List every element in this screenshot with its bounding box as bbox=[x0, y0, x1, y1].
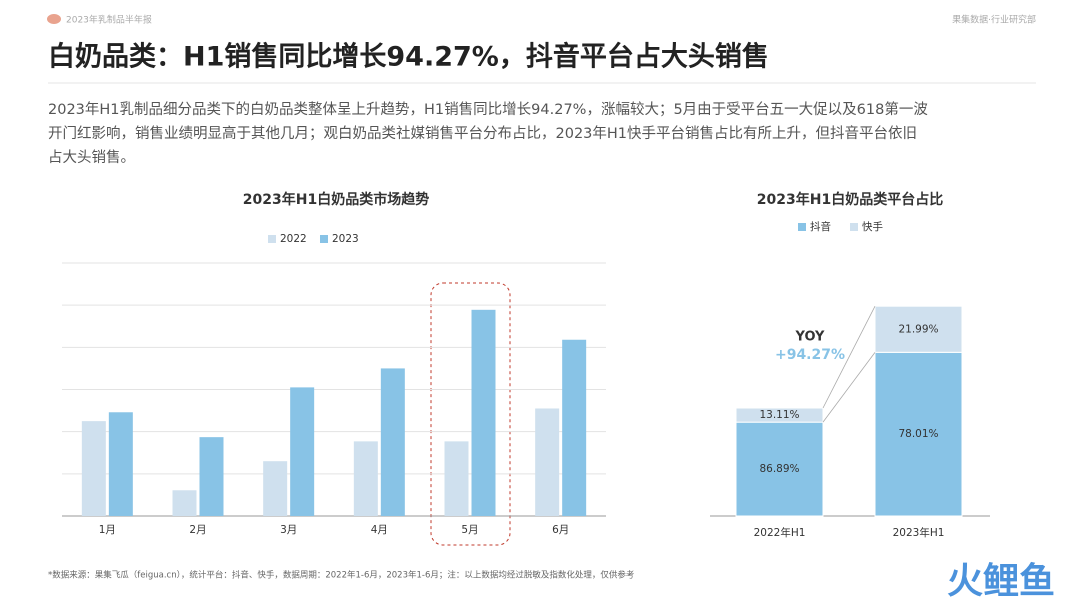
bar bbox=[81, 421, 106, 516]
org-name: 果集数据·行业研究部 bbox=[952, 14, 1036, 26]
chart-title: 2023年H1白奶品类市场趋势 bbox=[243, 191, 429, 208]
legend-label: 快手 bbox=[862, 220, 883, 233]
bar bbox=[172, 490, 197, 516]
legend-label: 2022 bbox=[280, 233, 307, 245]
x-tick-label: 2022年H1 bbox=[754, 526, 806, 539]
bar bbox=[535, 408, 560, 516]
bar bbox=[263, 461, 288, 516]
bar-segment bbox=[735, 421, 824, 517]
bar bbox=[380, 368, 405, 516]
description-line: 开门红影响，销售业绩明显高于其他几月；观白奶品类社媒销售平台分布占比，2023年… bbox=[48, 125, 917, 142]
x-tick-label: 6月 bbox=[552, 524, 569, 536]
data-label: 21.99% bbox=[898, 323, 938, 335]
x-tick-label: 1月 bbox=[99, 524, 116, 536]
page-title: 白奶品类：H1销售同比增长94.27%，抖音平台占大头销售 bbox=[48, 41, 769, 73]
bar bbox=[290, 387, 315, 516]
legend-swatch bbox=[320, 235, 328, 243]
bar bbox=[444, 441, 469, 516]
watermark: 火鲤鱼 bbox=[947, 561, 1055, 602]
footer-note: *数据来源：果集飞瓜（feigua.cn），统计平台：抖音、快手，数据周期：20… bbox=[48, 570, 634, 581]
legend-label: 2023 bbox=[332, 233, 359, 245]
connector bbox=[822, 306, 876, 409]
data-label: 86.89% bbox=[759, 463, 799, 475]
x-tick-label: 2月 bbox=[189, 524, 206, 536]
x-tick-label: 4月 bbox=[371, 524, 388, 536]
data-label: 78.01% bbox=[898, 428, 938, 440]
logo bbox=[47, 14, 61, 24]
x-tick-label: 2023年H1 bbox=[893, 526, 945, 539]
legend-swatch bbox=[850, 223, 858, 231]
bar-segment bbox=[874, 351, 963, 517]
highlight-box bbox=[430, 282, 511, 546]
bar-segment bbox=[874, 305, 963, 353]
chart-title: 2023年H1白奶品类平台占比 bbox=[757, 191, 943, 208]
description-line: 占大头销售。 bbox=[48, 149, 135, 166]
bar bbox=[562, 339, 587, 516]
connector bbox=[822, 352, 876, 423]
bar bbox=[108, 412, 133, 516]
legend-swatch bbox=[268, 235, 276, 243]
x-tick-label: 3月 bbox=[280, 524, 297, 536]
bar bbox=[199, 437, 224, 516]
data-label: 13.11% bbox=[759, 409, 799, 421]
x-tick-label: 5月 bbox=[461, 524, 478, 536]
legend-swatch bbox=[798, 223, 806, 231]
bar-segment bbox=[735, 407, 824, 423]
annotation-value: +94.27% bbox=[775, 347, 845, 363]
annotation-title: YOY bbox=[795, 330, 826, 345]
bar bbox=[353, 441, 378, 516]
report-name: 2023年乳制品半年报 bbox=[66, 14, 152, 26]
description-line: 2023年H1乳制品细分品类下的白奶品类整体呈上升趋势，H1销售同比增长94.2… bbox=[48, 100, 928, 118]
legend-label: 抖音 bbox=[810, 220, 831, 233]
bar bbox=[471, 309, 496, 516]
